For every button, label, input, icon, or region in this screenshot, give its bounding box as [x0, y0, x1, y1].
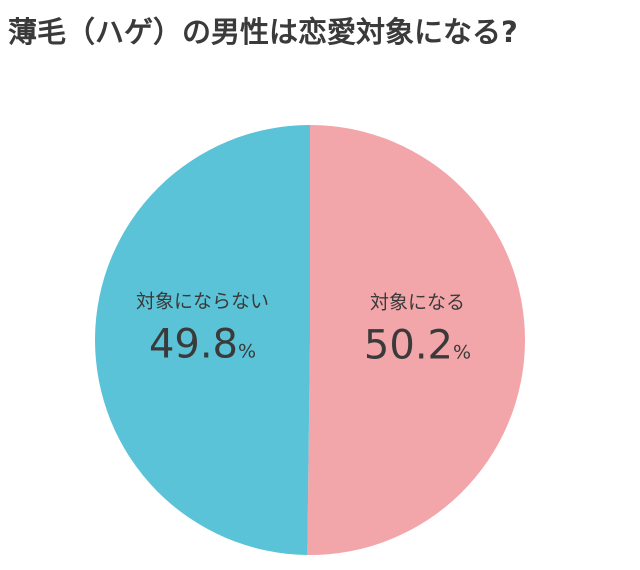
value-label: 49.8% [149, 321, 256, 367]
pie-slice [307, 125, 525, 555]
pie [94, 125, 525, 555]
value-label: 50.2% [364, 323, 471, 369]
pie-slice [94, 125, 310, 555]
slice-label: 対象になる [370, 292, 465, 314]
slice-label: 対象にならない [136, 290, 269, 312]
chart-title: 薄毛（ハゲ）の男性は恋愛対象になる? [8, 15, 518, 49]
